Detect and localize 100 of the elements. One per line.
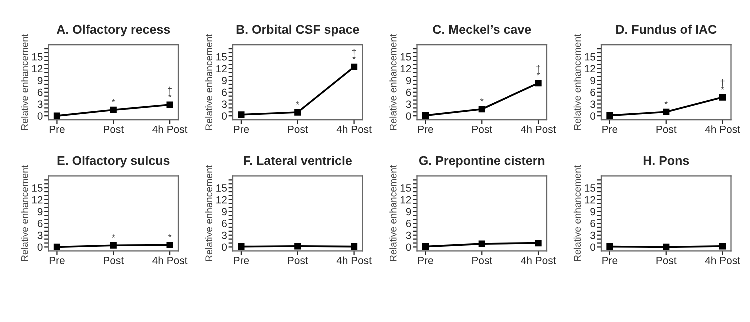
y-tick-label: 6 xyxy=(590,220,596,228)
x-tick-label: 4h Post xyxy=(152,126,188,134)
x-tick-label: Post xyxy=(104,257,124,264)
x-tick-label: Post xyxy=(472,257,492,264)
y-tick-label: 3 xyxy=(38,232,43,240)
y-tick-label: 0 xyxy=(590,112,596,120)
y-tick-label: 9 xyxy=(590,208,596,216)
y-tick-label: 12 xyxy=(585,196,596,204)
x-tick-label: 4h Post xyxy=(705,126,740,134)
point xyxy=(238,112,245,118)
annotation: * xyxy=(664,101,668,104)
y-tick-label: 3 xyxy=(590,100,596,108)
point xyxy=(606,112,614,119)
chart-title: G. Prepontine cistern xyxy=(419,156,545,168)
x-tick-label: Pre xyxy=(602,126,618,134)
y-tick-label: 9 xyxy=(38,77,43,84)
y-tick-label: 0 xyxy=(406,244,412,252)
y-tick-label: 9 xyxy=(406,77,412,84)
y-tick-label: 3 xyxy=(590,232,596,240)
point xyxy=(166,102,174,108)
y-tick-label: 9 xyxy=(590,77,596,84)
y-tick-label: 9 xyxy=(38,208,43,216)
chart-title: C. Meckel’s cave xyxy=(433,24,532,34)
y-tick-label: 9 xyxy=(222,77,227,84)
x-tick-label: 4h Post xyxy=(705,256,740,264)
x-tick-label: 4h Post xyxy=(152,256,188,264)
y-tick-label: 15 xyxy=(32,54,43,61)
y-tick-label: 15 xyxy=(216,184,228,192)
y-tick-label: 3 xyxy=(222,232,227,240)
point xyxy=(663,108,670,116)
x-tick-label: Post xyxy=(656,257,677,264)
chart-title: B. Orbital CSF space xyxy=(236,24,360,37)
annotation: † xyxy=(352,49,356,56)
point xyxy=(719,94,726,101)
x-tick-label: Post xyxy=(104,126,124,134)
point xyxy=(478,106,486,113)
y-tick-label: 0 xyxy=(38,112,43,120)
chart-title: A. Olfactory recess xyxy=(56,24,170,37)
point xyxy=(422,112,430,119)
y-axis-title: Relative enhancement xyxy=(390,165,397,262)
y-tick-label: 15 xyxy=(400,184,412,192)
y-tick-label: 6 xyxy=(38,220,43,228)
x-tick-label: Pre xyxy=(418,126,434,134)
y-axis-title: Relative enhancement xyxy=(205,34,213,130)
x-tick-label: 4h Post xyxy=(336,256,372,264)
x-tick-label: 4h Post xyxy=(336,126,372,134)
annotation: * xyxy=(536,72,540,76)
x-tick-label: Post xyxy=(288,257,308,264)
y-tick-label: 12 xyxy=(585,65,596,73)
y-tick-label: 12 xyxy=(400,65,412,73)
y-tick-label: 15 xyxy=(585,184,596,192)
annotation: * xyxy=(352,56,356,60)
y-tick-label: 3 xyxy=(38,100,43,108)
annotation: * xyxy=(296,102,300,105)
annotation: * xyxy=(112,234,116,238)
point xyxy=(54,112,61,120)
y-tick-label: 6 xyxy=(38,88,43,96)
y-tick-label: 15 xyxy=(216,54,228,61)
y-tick-label: 9 xyxy=(406,208,412,216)
y-axis-title: Relative enhancement xyxy=(574,165,582,262)
x-tick-label: Pre xyxy=(50,126,65,134)
y-tick-label: 6 xyxy=(406,220,412,228)
x-tick-label: Pre xyxy=(234,126,250,134)
annotation: * xyxy=(168,234,172,238)
chart-title: D. Fundus of IAC xyxy=(616,24,717,34)
y-tick-label: 0 xyxy=(222,112,228,120)
y-tick-label: 3 xyxy=(222,100,227,108)
x-tick-label: Post xyxy=(472,126,492,134)
chart-title: F. Lateral ventricle xyxy=(244,156,352,166)
y-axis-title: Relative enhancement xyxy=(574,34,582,130)
y-axis-title: Relative enhancement xyxy=(205,165,213,262)
point xyxy=(535,80,542,87)
y-tick-label: 0 xyxy=(38,244,43,252)
y-axis-title: Relative enhancement xyxy=(390,34,397,130)
y-tick-label: 6 xyxy=(406,88,412,96)
x-tick-label: Pre xyxy=(234,257,250,264)
y-tick-label: 9 xyxy=(222,208,227,216)
y-tick-label: 15 xyxy=(32,184,43,192)
y-tick-label: 3 xyxy=(406,232,412,240)
y-tick-label: 6 xyxy=(590,88,596,96)
y-tick-label: 15 xyxy=(585,54,596,61)
y-tick-label: 12 xyxy=(32,196,43,204)
annotation: * xyxy=(721,86,724,90)
y-tick-label: 3 xyxy=(406,100,412,108)
x-tick-label: Pre xyxy=(418,257,434,264)
annotation: * xyxy=(480,98,484,102)
chart-title: H. Pons xyxy=(644,156,690,166)
point xyxy=(350,64,358,70)
point xyxy=(110,106,117,114)
x-tick-label: Post xyxy=(656,126,677,134)
x-tick-label: 4h Post xyxy=(521,126,556,134)
annotation: † xyxy=(720,79,725,87)
y-axis-title: Relative enhancement xyxy=(21,165,28,262)
y-axis-title: Relative enhancement xyxy=(21,34,28,130)
y-tick-label: 6 xyxy=(222,220,227,228)
annotation: * xyxy=(112,99,116,102)
annotation: * xyxy=(168,94,172,98)
y-tick-label: 6 xyxy=(222,88,227,96)
annotation: † xyxy=(168,86,172,94)
y-tick-label: 12 xyxy=(216,65,227,73)
